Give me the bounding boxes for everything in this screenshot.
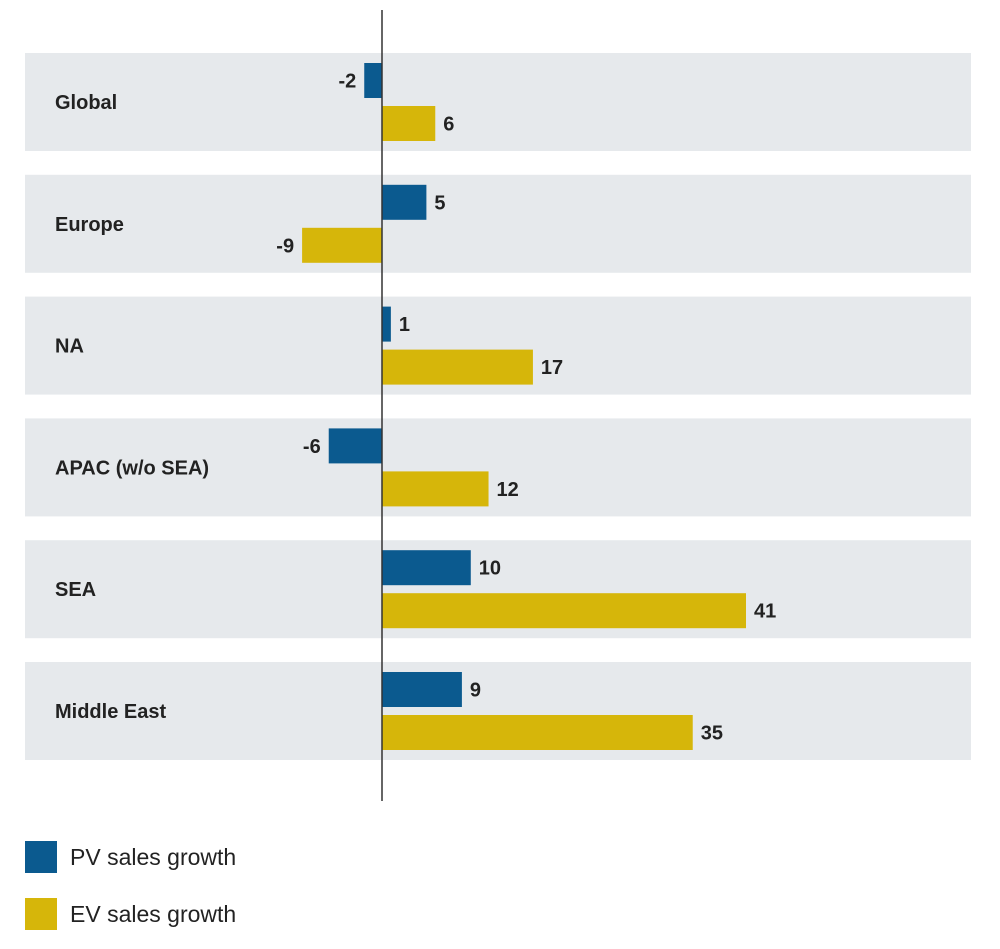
category-label: Middle East (55, 701, 166, 723)
bar-ev (302, 227, 382, 263)
bar-pv (364, 63, 382, 98)
data-label: -9 (276, 235, 294, 257)
category-label: SEA (55, 579, 96, 601)
category-band (25, 418, 971, 517)
bar-pv (382, 184, 427, 220)
legend-swatch (25, 841, 57, 873)
bar-ev (382, 349, 533, 385)
bar-ev (382, 106, 436, 141)
bar-pv (382, 672, 462, 707)
bar-pv (328, 428, 382, 464)
data-label: 41 (754, 601, 776, 623)
category-label: NA (55, 336, 84, 358)
data-label: 6 (443, 114, 454, 136)
data-label: 10 (479, 558, 501, 580)
data-label: -2 (338, 71, 356, 93)
legend-label: PV sales growth (70, 844, 236, 870)
data-label: 5 (434, 192, 445, 214)
data-label: 35 (701, 723, 723, 745)
category-label: Europe (55, 214, 124, 236)
bar-pv (382, 550, 471, 586)
category-band (25, 174, 971, 273)
legend-label: EV sales growth (70, 901, 236, 927)
legend-swatch (25, 898, 57, 930)
bar-pv (382, 306, 391, 342)
category-band (25, 53, 971, 151)
bar-ev (382, 593, 746, 629)
data-label: 9 (470, 680, 481, 702)
data-label: 12 (497, 479, 519, 501)
bar-ev (382, 715, 693, 750)
data-label: -6 (303, 436, 321, 458)
category-label: APAC (w/o SEA) (55, 457, 209, 479)
data-label: 1 (399, 314, 410, 336)
data-label: 17 (541, 357, 563, 379)
category-label: Global (55, 92, 117, 114)
bar-ev (382, 471, 489, 507)
